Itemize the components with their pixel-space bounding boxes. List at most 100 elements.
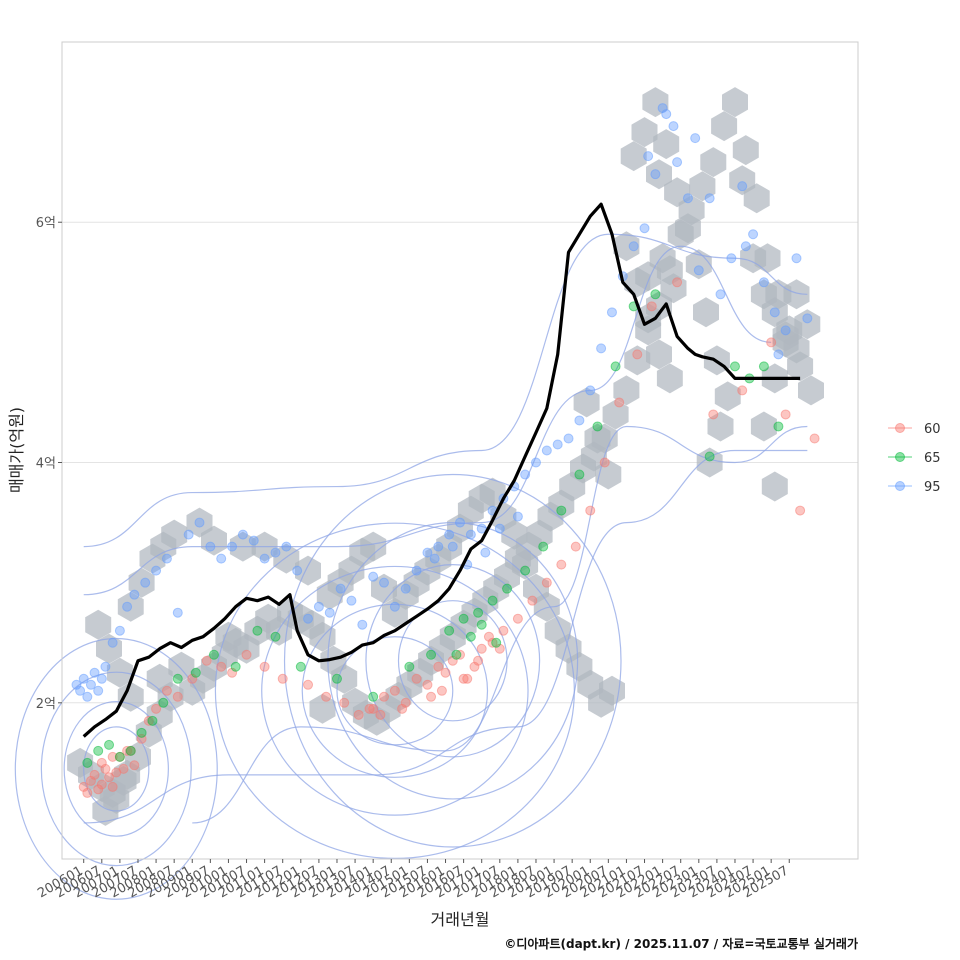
data-point-95 (639, 223, 650, 234)
data-point-95 (628, 241, 639, 252)
hexbin-cell (761, 297, 788, 328)
data-point-95 (758, 277, 769, 288)
legend-swatch-point (895, 481, 905, 491)
density-contour (283, 473, 622, 848)
data-point-95 (455, 517, 465, 528)
data-point-60 (368, 703, 379, 714)
hexbin-cell (117, 681, 144, 712)
data-point-65 (729, 361, 740, 372)
y-tick-label: 2억 (36, 697, 56, 712)
data-point-95 (520, 469, 531, 480)
hexbin-cell (501, 519, 528, 550)
hexbin-cell (696, 447, 723, 478)
data-point-95 (379, 577, 390, 588)
data-point-65 (574, 469, 585, 480)
density-contour (83, 233, 808, 548)
data-point-65 (502, 583, 513, 594)
data-point-95 (650, 169, 661, 180)
data-point-65 (473, 607, 484, 618)
data-point-60 (151, 703, 162, 714)
data-point-95 (93, 685, 104, 696)
data-point-65 (114, 751, 125, 762)
data-point-95 (494, 523, 505, 534)
data-point-95 (368, 571, 379, 582)
data-point-95 (574, 415, 585, 426)
data-point-60 (556, 559, 567, 570)
data-point-60 (462, 673, 473, 684)
data-point-60 (100, 763, 111, 774)
data-point-65 (172, 673, 183, 684)
data-point-95 (643, 151, 654, 162)
data-point-60 (426, 691, 437, 702)
data-point-95 (237, 529, 248, 540)
hexbin-cell (761, 471, 788, 502)
data-point-95 (389, 601, 400, 612)
data-point-65 (82, 757, 93, 768)
data-point-60 (614, 397, 625, 408)
data-point-95 (541, 445, 552, 456)
legend: 60 65 95 (888, 422, 941, 495)
data-point-65 (458, 613, 469, 624)
data-point-60 (216, 661, 227, 672)
data-point-95 (512, 511, 523, 522)
hexbin-cell (360, 531, 387, 562)
trend-line-layer (82, 202, 801, 738)
density-contour (83, 726, 150, 812)
data-point-95 (690, 133, 701, 144)
data-point-65 (592, 421, 603, 432)
x-axis-title: 거래년월 (431, 910, 490, 929)
data-point-95 (400, 583, 411, 594)
data-point-60 (227, 667, 238, 678)
data-point-95 (740, 241, 751, 252)
data-point-65 (125, 745, 136, 756)
hexbin-cell (371, 573, 397, 604)
data-point-95 (71, 679, 82, 690)
data-point-65 (773, 421, 784, 432)
y-axis-title: 매매가(억원) (7, 407, 26, 493)
data-point-95 (802, 313, 813, 324)
hexbin-cell (783, 333, 810, 364)
data-point-95 (194, 517, 205, 528)
hexbin-cell (635, 303, 662, 334)
data-point-65 (190, 667, 201, 678)
data-point-65 (147, 715, 158, 726)
data-point-95 (89, 667, 100, 678)
hexbin-cell (117, 591, 144, 622)
scatter-points (71, 103, 820, 798)
data-point-95 (248, 535, 259, 546)
hexbin-cell (794, 309, 821, 340)
data-point-60 (527, 595, 538, 606)
hexbin-cell (685, 249, 712, 280)
hexbin-cell (635, 261, 662, 292)
hexbin-cell (743, 183, 770, 214)
density-contour (63, 701, 169, 837)
data-point-60 (397, 703, 408, 714)
data-point-95 (704, 193, 715, 204)
data-point-60 (498, 625, 509, 636)
hexbin-cell (624, 345, 651, 376)
hexbin-cell (646, 159, 672, 190)
density-contour (261, 565, 529, 816)
hexbin-cell (722, 87, 748, 118)
data-point-60 (85, 775, 96, 786)
data-point-95 (140, 577, 151, 588)
data-point-65 (368, 691, 379, 702)
data-point-95 (563, 433, 574, 444)
hexbin-cell (168, 651, 195, 682)
data-point-95 (85, 679, 96, 690)
data-point-95 (422, 547, 433, 558)
data-point-95 (281, 541, 292, 552)
data-point-65 (538, 541, 549, 552)
data-point-95 (791, 253, 802, 264)
data-point-60 (129, 760, 140, 771)
data-point-95 (75, 685, 86, 696)
data-point-60 (107, 751, 118, 762)
data-point-60 (339, 697, 350, 708)
density-contour (83, 449, 808, 824)
hexbin-cell (309, 693, 336, 724)
data-point-60 (436, 685, 447, 696)
data-point-60 (161, 685, 172, 696)
hexbin-cell (714, 381, 741, 412)
data-point-60 (389, 685, 400, 696)
data-point-95 (96, 673, 107, 684)
